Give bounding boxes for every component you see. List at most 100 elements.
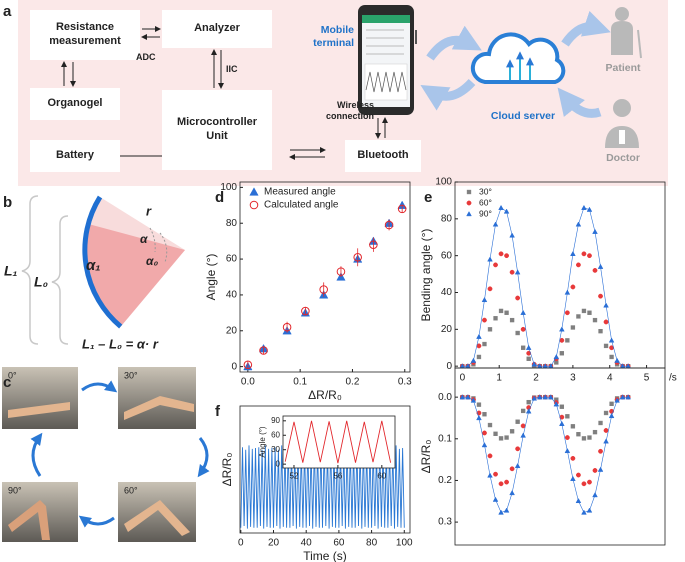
square-marker bbox=[587, 310, 592, 315]
microcontroller-box: Microcontroller Unit bbox=[162, 90, 272, 170]
x-axis-label: ΔR/R₀ bbox=[308, 388, 342, 402]
circle-marker bbox=[498, 481, 504, 487]
y-tick-label: 60 bbox=[441, 250, 453, 261]
circle-marker bbox=[498, 251, 504, 257]
flow-arrows bbox=[420, 10, 611, 118]
triangle-marker bbox=[586, 206, 593, 212]
square-marker bbox=[493, 316, 498, 321]
square-marker bbox=[603, 343, 609, 349]
y-tick-label: 40 bbox=[441, 287, 453, 298]
circle-marker bbox=[576, 472, 581, 478]
data-line bbox=[240, 445, 405, 529]
triangle-marker bbox=[514, 269, 521, 275]
circle-marker bbox=[603, 319, 609, 325]
circle-marker bbox=[515, 295, 521, 301]
plot-frame bbox=[239, 405, 411, 534]
circle-marker bbox=[482, 317, 487, 323]
triangle-marker bbox=[498, 204, 504, 210]
y-tick-label: 20 bbox=[226, 325, 238, 336]
triangle-marker bbox=[509, 490, 515, 496]
knee-photos bbox=[2, 367, 210, 542]
triangle-marker bbox=[586, 507, 593, 513]
triangle-marker bbox=[503, 507, 510, 513]
x-tick-label: 100 bbox=[396, 538, 413, 549]
triangle-marker bbox=[597, 466, 604, 472]
panel-letter: f bbox=[215, 403, 221, 420]
triangle-marker bbox=[487, 256, 493, 262]
circle-marker bbox=[592, 267, 598, 273]
square-marker bbox=[515, 419, 520, 424]
circle-marker bbox=[482, 430, 487, 436]
y-tick-label: 0.0 bbox=[438, 392, 452, 403]
y-tick-label: 0 bbox=[446, 361, 452, 372]
label: α₁ bbox=[86, 257, 101, 274]
triangle-marker bbox=[492, 496, 499, 502]
triangle-marker bbox=[481, 442, 488, 448]
angle-label: 30° bbox=[124, 370, 138, 380]
label: L₀ bbox=[34, 274, 49, 290]
triangle-marker bbox=[459, 394, 466, 400]
triangle-marker bbox=[249, 187, 259, 196]
x-tick-label: 0.1 bbox=[293, 377, 307, 388]
circle-marker bbox=[259, 346, 268, 355]
y-axis-label: Angle (°) bbox=[258, 426, 267, 458]
square-marker bbox=[559, 404, 565, 409]
wireless-label: Wireless connection bbox=[325, 100, 374, 121]
circle-marker bbox=[249, 200, 259, 210]
y-tick-label: 0.1 bbox=[438, 433, 452, 444]
circle-marker bbox=[576, 262, 581, 268]
triangle-marker bbox=[603, 438, 609, 444]
triangle-marker bbox=[608, 337, 615, 343]
formula: L₁ – L₀ = α· r bbox=[82, 336, 159, 351]
y-tick-label: 30 bbox=[271, 445, 280, 454]
data-line bbox=[284, 420, 392, 464]
circle-marker bbox=[319, 285, 328, 294]
circle-marker bbox=[570, 455, 576, 461]
triangle-marker bbox=[592, 492, 598, 498]
x-tick-label: 0.3 bbox=[398, 377, 412, 388]
square-marker bbox=[504, 310, 509, 315]
organogel-box: Organogel bbox=[30, 88, 120, 120]
battery-box: Battery bbox=[30, 140, 120, 172]
phone-icon bbox=[358, 5, 417, 115]
circle-marker bbox=[587, 479, 592, 485]
square-marker bbox=[509, 429, 515, 434]
patient-label: Patient bbox=[605, 62, 641, 74]
square-marker bbox=[576, 432, 581, 437]
x-tick-label: 4 bbox=[607, 373, 613, 384]
triangle-marker bbox=[570, 250, 576, 256]
y-tick-label: 80 bbox=[226, 218, 238, 229]
circle-marker bbox=[397, 204, 407, 214]
square-marker bbox=[515, 330, 520, 336]
triangle-marker bbox=[492, 221, 499, 227]
square-marker bbox=[598, 420, 603, 426]
circle-marker bbox=[301, 306, 310, 316]
triangle-marker bbox=[614, 397, 620, 403]
triangle-marker bbox=[476, 415, 482, 421]
angle-label: 60° bbox=[124, 485, 138, 495]
x-tick-label: 2 bbox=[533, 373, 539, 384]
square-marker bbox=[570, 325, 576, 330]
patient-icon bbox=[611, 7, 642, 59]
triangle-marker bbox=[597, 263, 604, 269]
panel-letter: e bbox=[424, 189, 432, 206]
circle-marker bbox=[487, 453, 493, 459]
x-tick-label: 0.2 bbox=[346, 377, 360, 388]
square-marker bbox=[609, 401, 614, 406]
x-tick-label: 5 bbox=[644, 373, 650, 384]
y-tick-label: 0 bbox=[231, 361, 237, 372]
legend-label: 90° bbox=[479, 208, 492, 218]
resistance-box: Resistance measurement bbox=[30, 10, 140, 60]
triangle-marker bbox=[466, 211, 472, 217]
bluetooth-box: Bluetooth bbox=[345, 140, 421, 172]
square-marker bbox=[498, 308, 504, 314]
x-tick-label: 1 bbox=[496, 373, 502, 384]
triangle-marker bbox=[525, 408, 532, 414]
square-marker bbox=[526, 399, 531, 405]
circle-marker bbox=[509, 466, 515, 472]
triangle-marker bbox=[531, 361, 538, 367]
triangle-marker bbox=[570, 475, 576, 481]
circle-marker bbox=[598, 448, 603, 454]
panel-letter: b bbox=[3, 194, 12, 211]
